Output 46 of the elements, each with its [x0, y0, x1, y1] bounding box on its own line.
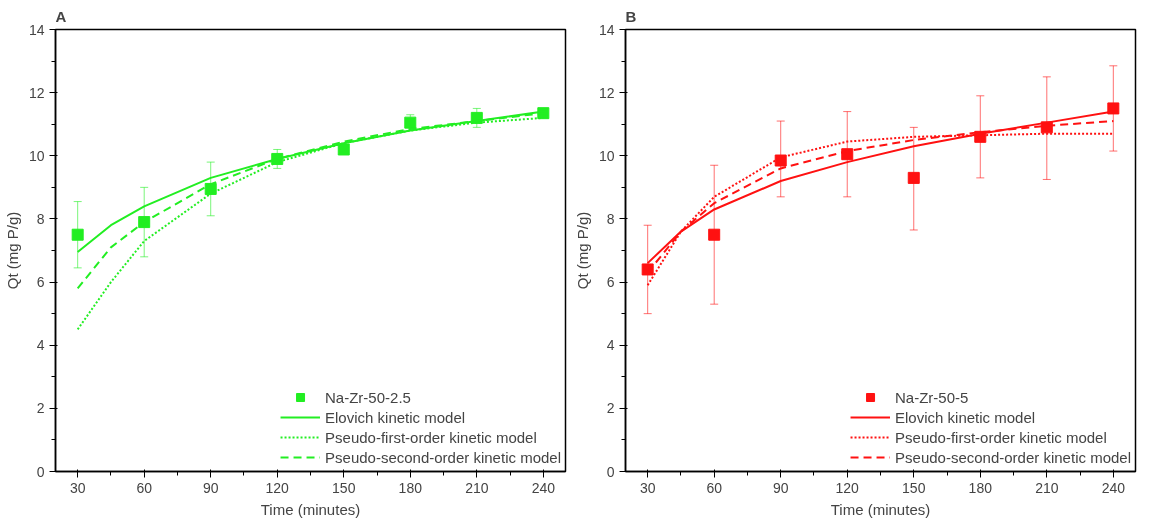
x-tick-label: 240 [531, 479, 556, 496]
y-tick-label: 14 [28, 21, 45, 38]
x-tick-label: 60 [706, 479, 723, 496]
x-tick-label: 180 [968, 479, 993, 496]
legend-label: Pseudo-first-order kinetic model [325, 428, 537, 446]
y-tick-label: 10 [28, 147, 45, 164]
y-tick-label: 12 [598, 84, 615, 101]
y-tick-label: 8 [606, 210, 615, 227]
x-tick-label: 120 [835, 479, 860, 496]
x-tick-label: 210 [1035, 479, 1059, 496]
legend-label: Pseudo-first-order kinetic model [895, 428, 1107, 446]
legend-label: Na-Zr-50-5 [895, 388, 969, 406]
x-tick-label: 120 [265, 479, 290, 496]
chart-title: B [625, 7, 637, 25]
legend-label: Pseudo-second-order kinetic model [895, 448, 1131, 466]
y-tick-label: 12 [28, 84, 45, 101]
x-tick-label: 150 [902, 479, 926, 496]
legend-label: Elovich kinetic model [325, 408, 466, 426]
legend-label: Na-Zr-50-2.5 [325, 388, 411, 406]
x-axis-title: Time (minutes) [260, 500, 361, 518]
legend-label: Pseudo-second-order kinetic model [325, 448, 561, 466]
y-tick-label: 0 [606, 463, 615, 480]
y-tick-label: 0 [36, 463, 45, 480]
x-tick-label: 30 [69, 479, 86, 496]
y-axis-title: Qt (mg P/g) [3, 211, 21, 290]
x-tick-label: 30 [639, 479, 656, 496]
x-tick-label: 240 [1101, 479, 1126, 496]
y-tick-label: 14 [598, 21, 615, 38]
y-tick-label: 10 [598, 147, 615, 164]
x-tick-label: 210 [465, 479, 489, 496]
y-tick-label: 8 [36, 210, 45, 227]
y-tick-label: 4 [606, 337, 615, 354]
y-tick-label: 6 [606, 274, 615, 291]
x-tick-label: 90 [772, 479, 789, 496]
y-axis-title: Qt (mg P/g) [573, 211, 591, 290]
y-tick-label: 2 [36, 400, 45, 417]
x-tick-label: 180 [398, 479, 423, 496]
legend-label: Elovich kinetic model [895, 408, 1036, 426]
y-tick-label: 4 [36, 337, 45, 354]
chart-title: A [55, 7, 67, 25]
y-tick-label: 6 [36, 274, 45, 291]
x-axis-title: Time (minutes) [830, 500, 931, 518]
x-tick-label: 150 [332, 479, 356, 496]
x-tick-label: 60 [136, 479, 153, 496]
x-tick-label: 90 [202, 479, 219, 496]
y-tick-label: 2 [606, 400, 615, 417]
